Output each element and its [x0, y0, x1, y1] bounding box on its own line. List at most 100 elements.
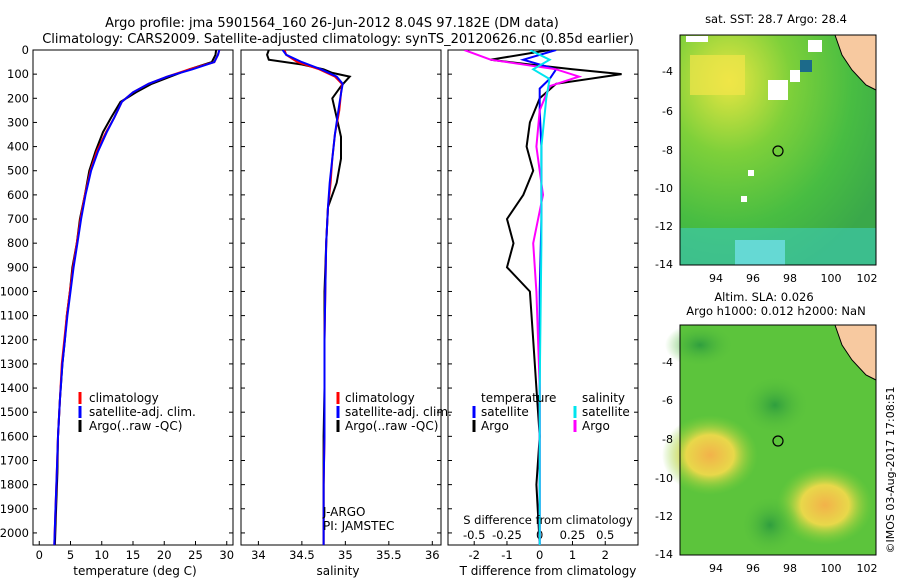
sla-xtick: 100 — [821, 562, 842, 575]
sst-cloud-gap — [741, 196, 747, 202]
sla-map — [662, 323, 877, 556]
depth-ytick-label: 1300 — [0, 357, 29, 371]
temperature-xtick-label: 10 — [94, 548, 109, 562]
depth-ytick-label: 1000 — [0, 284, 29, 298]
sla-high-anomaly — [662, 415, 758, 495]
sla-frame — [679, 324, 877, 556]
salinity-annotation-program: J-ARGO — [322, 505, 365, 519]
legend-climatology-label: climatology — [89, 391, 159, 405]
depth-ytick-label: 1400 — [0, 381, 29, 395]
sst-map — [679, 34, 877, 266]
sla-ytick: -10 — [655, 472, 673, 485]
depth-ytick-label: 500 — [7, 164, 29, 178]
sla-low-anomaly — [740, 495, 800, 555]
sla-ytick: -14 — [655, 548, 673, 561]
depth-ytick-label: 1700 — [0, 453, 29, 467]
salinity-xtick-label: 36 — [425, 548, 440, 562]
depth-ytick-label: 600 — [7, 188, 29, 202]
legend-argo-label: Argo(..raw -QC) — [345, 419, 438, 433]
sla-argo-marker — [772, 435, 784, 447]
depth-ytick-label: 200 — [7, 91, 29, 105]
header-line-1: Argo profile: jma 5901564_160 26-Jun-201… — [105, 16, 559, 31]
depth-ytick-label: 1200 — [0, 333, 29, 347]
salinity-panel — [240, 49, 442, 546]
difference-series-s-argo — [464, 50, 583, 545]
difference-xtick-s-label: 0.5 — [596, 528, 614, 542]
depth-ytick-label: 2000 — [0, 526, 29, 540]
difference-xtick-s-label: -0.25 — [492, 528, 522, 542]
sst-ytick: -8 — [662, 144, 673, 157]
imos-credit: ©IMOS 03-Aug-2017 17:08:51 — [884, 387, 897, 554]
legend-satellite-label: satellite-adj. clim. — [89, 405, 196, 419]
sla-map-title-2: Argo h1000: 0.012 h2000: NaN — [686, 304, 865, 318]
header-line-2: Climatology: CARS2009. Satellite-adjuste… — [42, 32, 634, 47]
temperature-xtick-label: 25 — [188, 548, 203, 562]
temperature-xtick-label: 5 — [67, 548, 74, 562]
depth-ytick-label: 400 — [7, 140, 29, 154]
sst-argo-marker — [772, 145, 784, 157]
legend-title-salinity: salinity — [582, 391, 625, 405]
difference-xtick-label: -1 — [501, 548, 512, 562]
sst-cloud-gap — [768, 80, 788, 100]
sla-high-anomaly — [777, 465, 873, 545]
sst-cloud-gap — [748, 170, 754, 176]
depth-ytick-label: 1600 — [0, 429, 29, 443]
sla-coastline — [834, 324, 877, 381]
depth-ytick-label: 1900 — [0, 502, 29, 516]
legend-climatology-label: climatology — [345, 391, 415, 405]
sla-y-ticks: -4 -6 -8 -10 -12 -14 — [655, 356, 673, 561]
legend-s-argo-label: Argo — [582, 419, 610, 433]
sla-xtick: 96 — [746, 562, 760, 575]
sst-cloud-gap — [808, 40, 822, 52]
temperature-xtick-label: 30 — [219, 548, 234, 562]
temperature-xtick-label: 15 — [126, 548, 141, 562]
sst-xtick: 102 — [857, 272, 878, 285]
sst-land — [835, 35, 876, 90]
sla-xtick: 102 — [857, 562, 878, 575]
sst-ytick: -4 — [662, 65, 673, 78]
depth-ytick-label: 0 — [22, 43, 29, 57]
legend-satellite-label: satellite-adj. clim. — [345, 405, 452, 419]
sst-ytick: -6 — [662, 105, 673, 118]
sst-x-ticks: 94 96 98 100 102 — [709, 272, 878, 285]
sla-x-ticks: 94 96 98 100 102 — [709, 562, 878, 575]
salinity-xtick-label: 34.5 — [289, 548, 315, 562]
legend-t-argo-label: Argo — [481, 419, 509, 433]
depth-ytick-label: 800 — [7, 236, 29, 250]
depth-ytick-label: 700 — [7, 212, 29, 226]
sst-cool-patch — [735, 240, 785, 265]
sst-cloud-gap — [686, 36, 708, 42]
salinity-series-satellite-adj-clim- — [281, 50, 344, 545]
temperature-xtick-label: 20 — [157, 548, 172, 562]
salinity-annotation-pi: PI: JAMSTEC — [323, 519, 394, 533]
difference-xtick-label: 1 — [569, 548, 576, 562]
legend-t-satellite-label: satellite — [481, 405, 529, 419]
series-layer — [53, 50, 622, 545]
sst-xtick: 98 — [783, 272, 797, 285]
difference-xtick-label: -2 — [468, 548, 479, 562]
sla-map-title-1: Altim. SLA: 0.026 — [714, 290, 813, 304]
salinity-xtick-label: 35.5 — [376, 548, 402, 562]
salinity-xlabel: salinity — [316, 564, 359, 578]
sst-warm-patch — [690, 55, 745, 95]
depth-ytick-label: 1500 — [0, 405, 29, 419]
legend-argo-label: Argo(..raw -QC) — [89, 419, 182, 433]
difference-xlabel-top: S difference from climatology — [463, 513, 633, 527]
depth-ytick-label: 1800 — [0, 478, 29, 492]
depth-ytick-label: 1100 — [0, 309, 29, 323]
depth-ytick-label: 900 — [7, 260, 29, 274]
sst-dark-patch — [800, 60, 812, 72]
sst-coastline — [834, 34, 877, 91]
sla-ytick: -8 — [662, 433, 673, 446]
sst-ytick: -14 — [655, 258, 673, 271]
sst-xtick: 100 — [821, 272, 842, 285]
salinity-xtick-label: 34 — [251, 548, 266, 562]
sst-xtick: 96 — [746, 272, 760, 285]
depth-ytick-label: 300 — [7, 115, 29, 129]
temperature-series-satellite-adj-clim- — [53, 50, 221, 545]
temperature-xtick-label: 0 — [36, 548, 43, 562]
salinity-xtick-label: 35 — [338, 548, 353, 562]
sla-ytick: -12 — [655, 510, 673, 523]
sla-ytick: -4 — [662, 356, 673, 369]
